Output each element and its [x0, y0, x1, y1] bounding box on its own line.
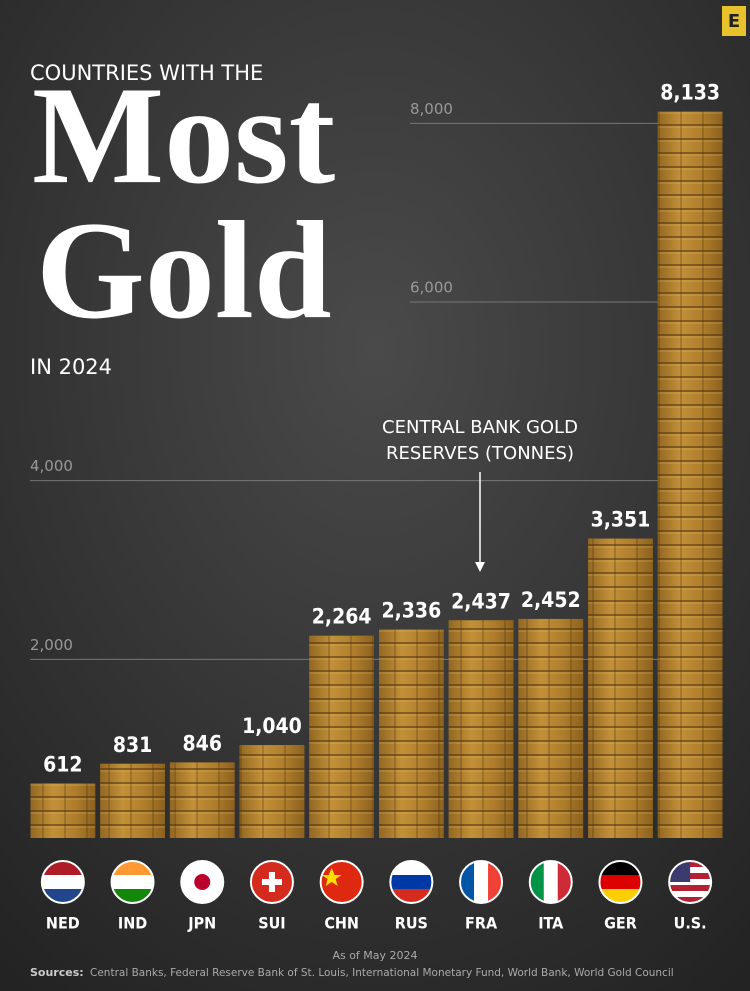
flag-emblem	[261, 879, 282, 885]
data-label: 846	[183, 731, 222, 755]
bar-texture	[169, 762, 235, 838]
subtitle: IN 2024	[30, 355, 112, 379]
flag-stripe	[390, 875, 433, 890]
data-label: 8,133	[660, 80, 720, 104]
bar-texture	[309, 635, 374, 838]
bar-texture	[518, 618, 584, 838]
bar-texture	[30, 783, 96, 838]
flag-ring	[528, 860, 573, 904]
flag-stripe	[474, 861, 489, 903]
flag-ring	[598, 860, 643, 904]
title: Most	[32, 58, 335, 213]
flag-ring	[459, 860, 504, 904]
x-tick-label: U.S.	[674, 914, 707, 933]
bar-texture	[100, 763, 165, 838]
title: Gold	[36, 193, 332, 348]
grid: 2,000 4,000 6,000 8,000	[30, 100, 722, 660]
x-tick-label: FRA	[465, 914, 498, 933]
kicker: COUNTRIES WITH THE	[30, 61, 263, 85]
flag-ring	[668, 860, 713, 904]
flag-ring	[180, 860, 225, 904]
x-tick-label: IND	[118, 914, 147, 933]
sources: Central Banks, Federal Reserve Bank of S…	[90, 967, 674, 979]
data-label: 2,452	[521, 588, 581, 612]
flag-stripe	[669, 897, 712, 903]
x-tick-label: CHN	[324, 914, 359, 933]
y-tick-label: 4,000	[30, 457, 73, 475]
data-label: 2,336	[381, 598, 441, 622]
data-label: 2,437	[451, 589, 511, 613]
flag-stripe	[669, 885, 712, 892]
x-tick-label: JPN	[187, 914, 216, 933]
bar-texture	[448, 620, 514, 838]
bars: 612 NED 831 IND 846 JPN 1,040 SUI 2,264 CHN 2,336 R…	[30, 80, 723, 933]
sources-label: Sources:	[30, 966, 84, 979]
flag-emblem	[321, 868, 342, 886]
flag	[320, 861, 363, 903]
flag	[250, 861, 293, 903]
flag-ring	[40, 860, 85, 904]
data-label: 831	[113, 733, 152, 757]
flag-stripe	[41, 875, 84, 890]
annotation: CENTRAL BANK GOLD	[382, 417, 578, 438]
bar-texture	[588, 538, 653, 838]
x-tick-label: SUI	[258, 914, 285, 933]
flag-ring	[319, 860, 364, 904]
bar-texture	[239, 745, 305, 838]
x-tick-label: RUS	[395, 914, 428, 933]
annotation-arrowhead	[475, 562, 485, 572]
flag-stripe	[543, 861, 559, 903]
bar-texture	[379, 629, 444, 838]
flag-stripe	[599, 875, 642, 890]
flag-stripe	[669, 879, 712, 886]
flag-emblem	[194, 874, 211, 890]
x-tick-label: ITA	[538, 914, 564, 933]
flag	[181, 861, 224, 903]
y-tick-label: 6,000	[410, 279, 453, 297]
data-label: 1,040	[242, 714, 302, 738]
flag-stripe	[111, 875, 154, 890]
bar-texture	[657, 111, 723, 838]
logo: E	[728, 11, 740, 32]
annotation: RESERVES (TONNES)	[386, 443, 574, 464]
flag-ring	[110, 860, 155, 904]
data-label: 2,264	[312, 605, 372, 629]
data-label: 612	[43, 752, 82, 776]
logo-badge	[722, 6, 746, 36]
y-tick-label: 8,000	[410, 100, 453, 118]
y-tick-label: 2,000	[30, 636, 73, 654]
note: As of May 2024	[332, 949, 417, 962]
x-tick-label: NED	[46, 914, 80, 933]
flag-ring	[389, 860, 434, 904]
x-tick-label: GER	[604, 914, 637, 933]
flag-stripe	[669, 891, 712, 898]
data-label: 3,351	[591, 508, 651, 532]
flag-ring	[249, 860, 294, 904]
